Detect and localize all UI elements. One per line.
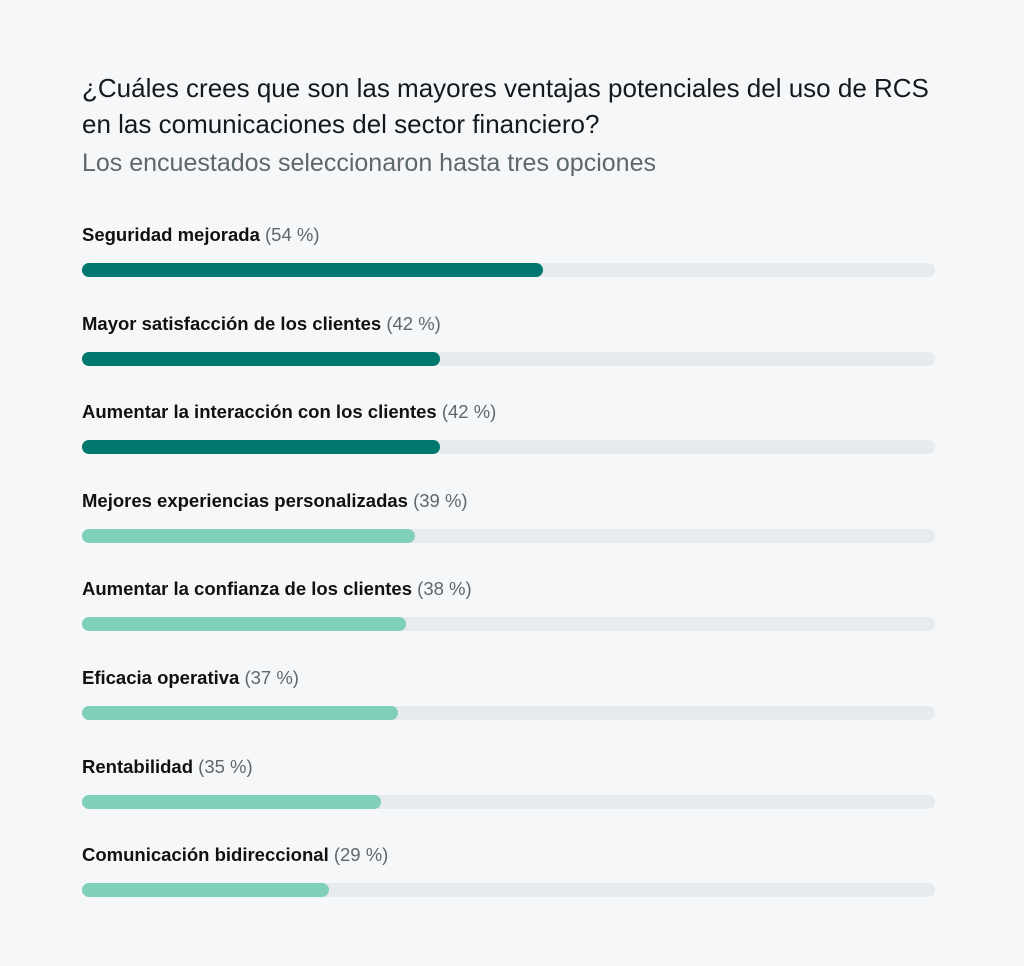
value-label: (35 %) [198,755,253,777]
bar-row: Rentabilidad (35 %) [82,754,935,843]
bar-row: Mayor satisfacción de los clientes (42 %… [82,311,935,400]
bar-track [82,794,935,809]
bar-label-group: Mejores experiencias personalizadas (39 … [82,488,468,514]
bar [82,883,330,898]
value-label: (29 %) [333,844,389,866]
category-label: Rentabilidad [82,755,194,777]
bar-label-group: Mayor satisfacción de los clientes (42 %… [82,311,441,337]
bar-list: Seguridad mejorada (54 %) Mayor satisfac… [82,222,935,931]
bar [82,440,441,455]
bar [82,528,415,543]
bar [82,617,407,632]
category-label: Aumentar la confianza de los clientes [82,578,413,600]
value-label: (39 %) [413,489,468,511]
bar-track [82,617,935,632]
category-label: Eficacia operativa [82,666,240,688]
bar [82,794,381,809]
category-label: Seguridad mejorada [82,224,260,245]
bar-track [82,528,935,543]
bar-row: Aumentar la interacción con los clientes… [82,399,935,488]
bar-row: Seguridad mejorada (54 %) [82,222,935,311]
value-label: (42 %) [386,312,441,334]
bar-track [82,440,935,455]
bar-track [82,705,935,720]
bar-label-group: Eficacia operativa (37 %) [82,665,299,691]
bar-label-group: Aumentar la confianza de los clientes (3… [82,576,472,602]
bar-row: Aumentar la confianza de los clientes (3… [82,576,935,665]
value-label: (54 %) [265,224,320,245]
bar-label-group: Rentabilidad (35 %) [82,754,253,780]
value-label: (37 %) [244,666,299,688]
category-label: Comunicación bidireccional [82,844,329,866]
bar-track [82,883,935,898]
bar [82,705,398,720]
value-label: (42 %) [441,401,497,423]
bar-label-group: Comunicación bidireccional (29 %) [82,842,388,868]
bar-track [82,263,935,277]
bar-row: Comunicación bidireccional (29 %) [82,842,935,931]
bar-label-group: Seguridad mejorada (54 %) [82,222,320,248]
chart-subtitle: Los encuestados seleccionaron hasta tres… [82,149,656,177]
value-label: (38 %) [417,578,472,600]
chart-title: ¿Cuáles crees que son las mayores ventaj… [82,73,929,139]
bar-track [82,351,935,366]
category-label: Aumentar la interacción con los clientes [82,401,437,423]
bar-label-group: Aumentar la interacción con los clientes… [82,399,496,425]
bar-row: Mejores experiencias personalizadas (39 … [82,488,935,577]
bar [82,263,543,277]
category-label: Mejores experiencias personalizadas [82,489,408,511]
category-label: Mayor satisfacción de los clientes [82,312,382,334]
bar [82,351,441,366]
bar-row: Eficacia operativa (37 %) [82,665,935,754]
